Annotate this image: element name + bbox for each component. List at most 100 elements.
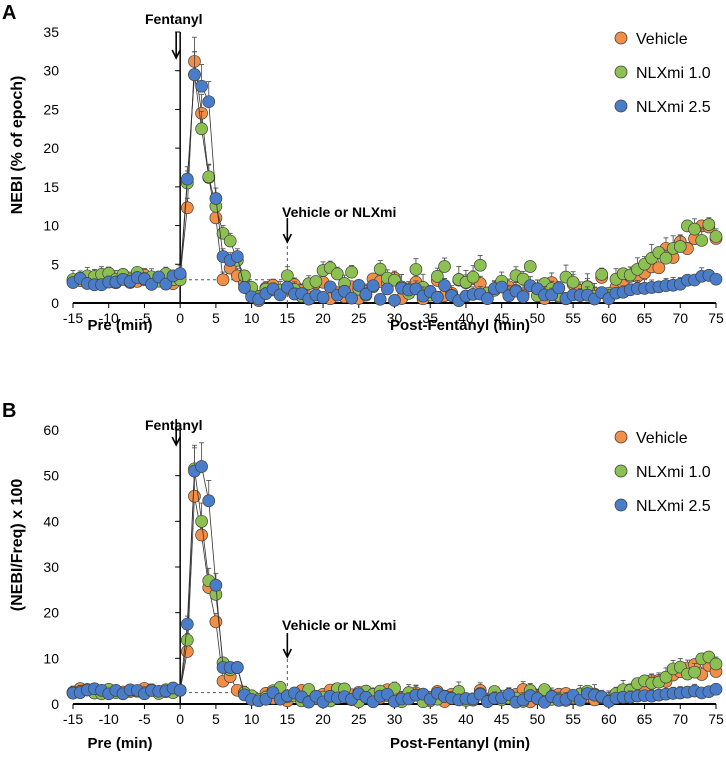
panel-a-nlxmi_2_5-point [388, 294, 401, 307]
panel-b-ytick-label: 40 [43, 513, 59, 529]
panel-a-ytick-label: 0 [51, 295, 59, 311]
panel-a-nlxmi_2_5-point [316, 291, 330, 304]
panel-a-nlxmi_2_5-point [359, 287, 373, 301]
panel-a-nlxmi_1_0-point [695, 234, 709, 247]
panel-a-vehicle-point [652, 261, 666, 275]
panel-a-xtick-label: 40 [458, 310, 474, 326]
panel-b-arrow-head-0 [171, 436, 181, 447]
panel-b-xtick-label: 65 [637, 711, 653, 727]
panel-b-xtick-label: 20 [315, 711, 331, 727]
panel-a-arrow-head-0 [171, 49, 181, 60]
panel-b-vehicle-point [180, 645, 194, 658]
panel-b-vehicle-annotation: Vehicle or NLXmi [282, 617, 396, 633]
panel-a-ytick-label: 20 [43, 140, 59, 156]
panel-a-nlxmi_2_5-point [481, 292, 494, 305]
panel-b-xtick-label: 0 [176, 711, 184, 727]
panel-a-legend-nlxmi1-marker [614, 65, 628, 79]
panel-b-xtick-label: 5 [212, 711, 220, 727]
panel-a-arrow-head-1 [282, 233, 293, 244]
panel-a-legend-nlxmi1: NLXmi 1.0 [636, 65, 711, 82]
panel-a-nlxmi_1_0-point [195, 122, 208, 136]
panel-a-nlxmi_1_0-point [202, 170, 216, 184]
panel-b-xtick-label: -15 [63, 711, 83, 727]
panel-b-legend-nlxmi2-marker [614, 498, 628, 512]
panel-b-vehicle-point [195, 528, 208, 542]
panel-a-nlxmi_2_5-point [516, 290, 530, 304]
panel-b-letter: B [2, 400, 16, 422]
panel-a-ytick-label: 25 [43, 101, 59, 117]
panel-a-xtick-label: 30 [387, 310, 403, 326]
panel-a-xtick-label: 35 [422, 310, 438, 326]
panel-b-vehicle-point [209, 615, 223, 629]
panel-b-xtick-label: 40 [458, 711, 474, 727]
panel-b-xtick-label: 50 [530, 711, 546, 727]
panel-b-nlxmi_2_5-point [209, 578, 223, 592]
panel-a-nlxmi_2_5-point [230, 250, 244, 263]
panel-a-xtick-label: -5 [138, 310, 151, 326]
panel-a-letter: A [2, 2, 16, 24]
panel-b-xtick-label: -5 [138, 711, 151, 727]
panel-a-nlxmi_2_5-point [495, 280, 509, 294]
panel-b-xtick-label: 35 [422, 711, 438, 727]
panel-b-xlabel-pre: Pre (min) [87, 735, 152, 752]
panel-a-nlxmi_2_5-point [188, 68, 201, 81]
panel-b-nlxmi_1_0-point [709, 657, 723, 671]
panel-a-xtick-label: 5 [212, 310, 220, 326]
panel-a-nlxmi_2_5-point [180, 172, 194, 186]
panel-a-xtick-label: 10 [244, 310, 260, 326]
panel-a-xlabel-pre: Pre (min) [87, 317, 152, 334]
panel-a-nlxmi_1_0-point [688, 222, 701, 236]
panel-b-nlxmi_1_0-point [195, 514, 208, 528]
panel-b-xtick-label: 30 [387, 711, 403, 727]
panel-a-legend-vehicle-marker [614, 31, 628, 45]
panel-a-nlxmi_1_0-point [473, 258, 487, 272]
panel-a-nlxmi_1_0-point [431, 270, 444, 283]
panel-b-nlxmi_2_5-point [195, 460, 208, 473]
panel-b-ytick-label: 50 [43, 468, 59, 484]
panel-a-ytick-label: 30 [43, 63, 59, 79]
panel-a-nlxmi_1_0-point [309, 275, 323, 288]
panel-a-nlxmi_2_5-point [238, 281, 251, 294]
panel-a-nlxmi_2_5-point [373, 292, 387, 306]
panel-a: A NEBI (% of epoch) Pre (min) Post-Fenta… [2, 2, 711, 334]
panel-b-legend-nlxmi1-marker [614, 464, 628, 478]
panel-b: B (NEBI/Freq) x 100 Pre (min) Post-Fenta… [2, 400, 711, 752]
panel-a-xtick-label: 20 [315, 310, 331, 326]
panel-a-nlxmi_1_0-point [466, 270, 480, 284]
panel-b-xtick-label: -10 [99, 711, 119, 727]
panel-b-xtick-label: 70 [672, 711, 688, 727]
panel-a-nlxmi_1_0-point [566, 275, 580, 289]
panel-b-xtick-label: 25 [351, 711, 367, 727]
panel-b-nlxmi_1_0-point [659, 670, 673, 684]
panel-a-nlxmi_1_0-point [280, 269, 294, 283]
panel-a-legend-vehicle: Vehicle [636, 31, 688, 48]
panel-b-xtick-label: 60 [601, 711, 617, 727]
panel-a-nlxmi_2_5-point [159, 277, 173, 291]
panel-a-nlxmi_2_5-point [552, 281, 566, 295]
panel-a-nlxmi_2_5-point [381, 282, 394, 296]
panel-a-fentanyl-annotation: Fentanyl [145, 11, 203, 27]
panel-b-ytick-label: 30 [43, 559, 59, 575]
panel-a-legend: Vehicle NLXmi 1.0 NLXmi 2.5 [614, 31, 711, 116]
panel-a-nlxmi_1_0-point [595, 268, 609, 281]
panel-b-ytick-label: 20 [43, 605, 59, 621]
panel-b-nlxmi_2_5-point [230, 661, 244, 674]
panel-b-ylabel: (NEBI/Freq) x 100 [9, 479, 26, 612]
panel-b-ytick-label: 10 [43, 650, 59, 666]
panel-a-nlxmi_2_5-point [709, 272, 723, 286]
panel-a-vehicle-point [216, 273, 230, 287]
panel-a-nlxmi_1_0-point [709, 230, 723, 243]
panel-b-nlxmi_2_5-point [709, 682, 723, 696]
panel-a-legend-nlxmi2-marker [614, 99, 628, 113]
panel-a-nlxmi_1_0-point [702, 218, 716, 231]
panel-a-nlxmi_1_0-point [223, 234, 237, 248]
panel-b-nlxmi_2_5-point [180, 617, 194, 631]
panel-a-xtick-label: 15 [280, 310, 296, 326]
panel-b-legend-vehicle-marker [614, 430, 628, 444]
panel-a-xtick-label: 75 [708, 310, 724, 326]
panel-a-xtick-label: 50 [530, 310, 546, 326]
panel-a-nlxmi_2_5-point [209, 192, 223, 205]
panel-a-nlxmi_1_0-point [523, 260, 537, 273]
panel-a-xtick-label: 70 [672, 310, 688, 326]
